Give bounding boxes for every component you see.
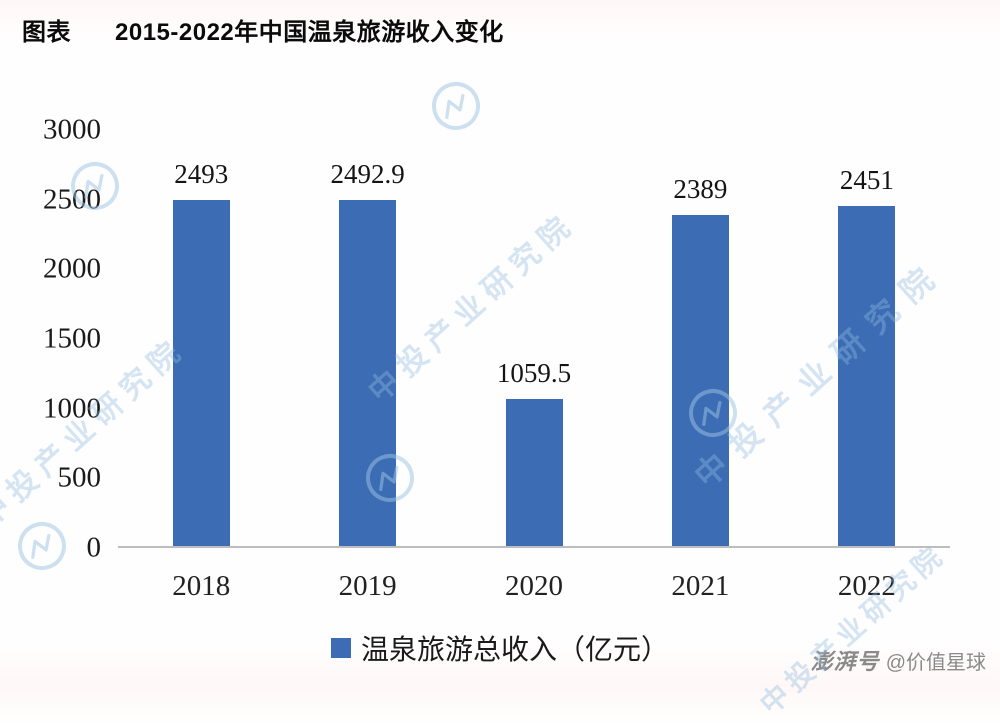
bar-value-label: 2492.9: [330, 159, 405, 190]
footer-brand-logo: 澎湃号: [810, 649, 880, 674]
bar-value-label: 2493: [174, 159, 229, 190]
bar-value-label: 1059.5: [496, 358, 572, 389]
legend-swatch: [330, 638, 351, 658]
bar: [339, 200, 397, 546]
x-axis: 2018 2019 2020 2021 2022: [118, 570, 950, 603]
bar-column: 2451: [784, 130, 950, 546]
watermark-logo-icon: [425, 75, 487, 137]
x-axis-label: 2018: [172, 570, 231, 602]
title-prefix: 图表: [22, 19, 71, 46]
x-axis-label: 2021: [671, 570, 730, 602]
bar-value-label: 2451: [839, 165, 894, 196]
y-axis-tick: 1000: [43, 392, 101, 425]
bar: [838, 206, 896, 546]
bar-value-label: 2389: [673, 173, 728, 204]
x-axis-label: 2019: [338, 570, 397, 602]
bar: [172, 200, 230, 546]
x-axis-label: 2022: [837, 570, 896, 602]
bar-chart: 3000 2500 2000 1500 1000 500 0 2493 2492.9 1059.…: [0, 114, 1000, 564]
legend-label: 温泉旅游总收入（亿元）: [360, 635, 669, 666]
bar-column: 2492.9: [284, 130, 450, 546]
y-axis-tick: 1500: [43, 322, 101, 355]
y-axis-tick: 2000: [43, 252, 101, 285]
bar: [671, 214, 729, 546]
bar-column: 2493: [118, 130, 284, 546]
footer-handle: @价值星球: [885, 652, 986, 674]
y-axis: 3000 2500 2000 1500 1000 500 0: [0, 114, 105, 564]
bar-column: 1059.5: [451, 130, 617, 546]
title-main: 2015-2022年中国温泉旅游收入变化: [115, 19, 504, 46]
y-axis-tick: 2500: [43, 183, 101, 216]
y-axis-tick: 3000: [43, 113, 101, 146]
plot-area: 2493 2492.9 1059.5 2389 2451: [118, 130, 950, 548]
legend: 温泉旅游总收入（亿元）: [0, 628, 1000, 668]
page-title: 图表 2015-2022年中国温泉旅游收入变化: [22, 12, 504, 47]
footer-watermark: 澎湃号 @价值星球: [811, 644, 986, 676]
bar-column: 2389: [617, 130, 783, 546]
bar: [505, 399, 563, 546]
y-axis-tick: 0: [86, 531, 102, 564]
y-axis-tick: 500: [57, 461, 102, 494]
x-axis-label: 2020: [505, 570, 564, 602]
